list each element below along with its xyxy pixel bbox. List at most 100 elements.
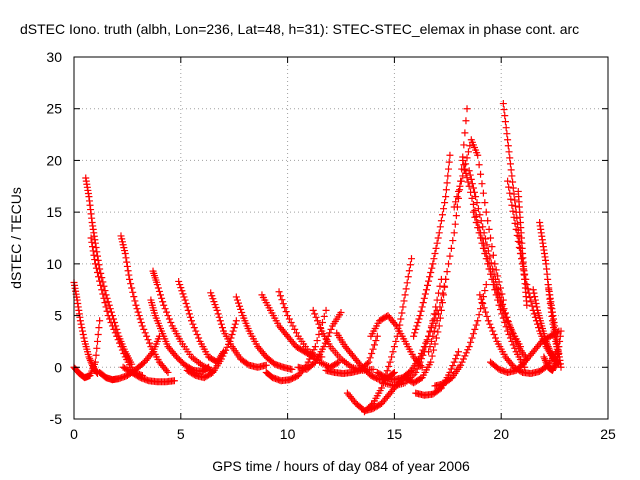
data-point (405, 267, 413, 275)
data-series-25 (401, 275, 450, 387)
data-point (481, 250, 489, 258)
data-point (435, 310, 443, 318)
data-point (163, 308, 171, 316)
data-point (157, 291, 165, 299)
grid (74, 57, 608, 419)
data-series-9 (175, 277, 228, 366)
data-point (418, 303, 426, 311)
data-point (502, 323, 510, 331)
y-tick-label-3: 10 (46, 256, 62, 272)
y-tick-label-1: 0 (54, 359, 62, 375)
data-point (481, 287, 489, 295)
data-point (372, 337, 380, 345)
data-point (446, 151, 454, 159)
x-tick-label-3: 15 (387, 426, 403, 442)
data-point (440, 282, 448, 290)
data-point (412, 325, 420, 333)
data-point (427, 268, 435, 276)
data-point (427, 337, 435, 345)
data-point (214, 310, 222, 318)
data-point (98, 286, 106, 294)
data-point (477, 170, 485, 178)
data-point (479, 189, 487, 197)
data-point (482, 235, 490, 243)
data-point (304, 358, 312, 366)
data-point (407, 255, 415, 263)
data-point (509, 178, 517, 186)
data-point (370, 341, 378, 349)
data-point (108, 322, 116, 330)
data-series-21 (360, 255, 415, 416)
data-point (482, 281, 490, 289)
data-series-26 (410, 151, 454, 340)
data-point (479, 223, 487, 231)
data-point (123, 258, 131, 266)
data-point (161, 305, 169, 313)
data-point (89, 247, 97, 255)
data-point (430, 255, 438, 263)
data-point (484, 317, 492, 325)
data-point (79, 331, 87, 339)
data-point (504, 177, 512, 185)
data-point (309, 306, 317, 314)
data-point (401, 291, 409, 299)
data-point (136, 315, 144, 323)
data-point (499, 100, 507, 108)
data-point (486, 320, 494, 328)
data-point (337, 308, 345, 316)
data-point (229, 327, 237, 335)
data-point (378, 384, 386, 392)
data-point (505, 331, 513, 339)
y-axis-label: dSTEC / TECUs (8, 187, 24, 289)
data-point (464, 148, 472, 156)
data-point (484, 247, 492, 255)
data-point (94, 331, 102, 339)
y-tick-label-6: 25 (46, 101, 62, 117)
data-point (216, 317, 224, 325)
data-point (285, 315, 293, 323)
data-points (70, 100, 565, 416)
data-point (105, 301, 113, 309)
data-point (369, 345, 377, 353)
data-point (543, 341, 551, 349)
data-point (175, 277, 183, 285)
data-point (310, 359, 318, 367)
data-point (447, 365, 455, 373)
data-point (389, 369, 397, 377)
data-point (485, 265, 493, 273)
data-point (389, 348, 397, 356)
data-point (442, 275, 450, 283)
data-point (234, 299, 242, 307)
data-point (92, 264, 100, 272)
data-point (388, 353, 396, 361)
data-point (262, 361, 270, 369)
data-point (450, 229, 458, 237)
data-point (86, 355, 94, 363)
data-point (153, 281, 161, 289)
data-point (106, 315, 114, 323)
data-point (314, 317, 322, 325)
data-series-2 (82, 174, 136, 368)
x-tick-label-4: 20 (493, 426, 509, 442)
data-point (485, 225, 493, 233)
data-point (500, 305, 508, 313)
data-point (471, 188, 478, 196)
data-series-36 (499, 100, 529, 283)
data-point (135, 312, 143, 320)
data-point (478, 299, 486, 307)
data-point (498, 310, 506, 318)
data-point (176, 281, 184, 289)
data-point (504, 136, 512, 144)
data-point (545, 344, 553, 352)
data-point (509, 207, 517, 215)
data-point (484, 217, 492, 225)
data-point (365, 358, 373, 366)
data-point (523, 301, 531, 309)
data-point (557, 327, 565, 335)
data-point (468, 180, 476, 188)
data-series-1 (70, 317, 104, 382)
data-point (451, 220, 459, 228)
data-point (140, 325, 148, 333)
data-point (449, 237, 457, 245)
data-point (420, 294, 428, 302)
